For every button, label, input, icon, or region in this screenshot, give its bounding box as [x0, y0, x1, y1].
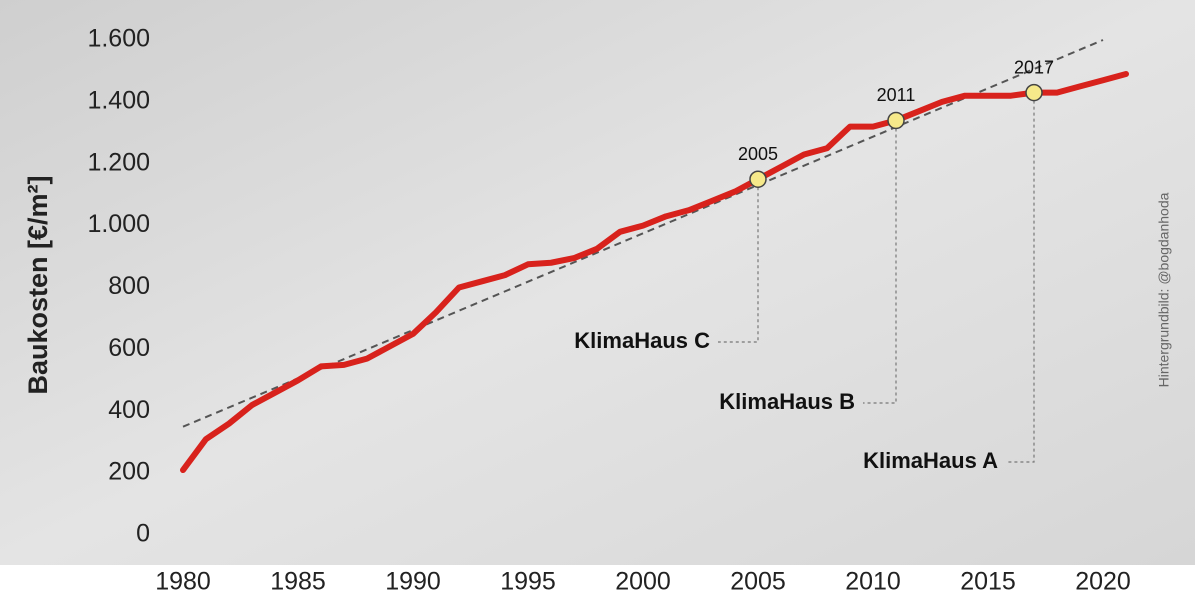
x-tick-label: 1980	[155, 568, 211, 596]
y-tick-label: 400	[108, 396, 150, 424]
y-tick-label: 1.400	[87, 86, 150, 114]
marker-year: 2017	[1014, 57, 1054, 77]
photo-backdrop	[0, 0, 1195, 565]
annotation-label: KlimaHaus A	[863, 448, 998, 473]
page: Baukosten [€/m²] Hintergrundbild: @bogda…	[0, 0, 1195, 609]
annotation-label: KlimaHaus B	[719, 389, 855, 414]
year-marker	[750, 171, 766, 187]
x-tick-label: 2000	[615, 568, 671, 596]
y-tick-label: 1.200	[87, 148, 150, 176]
year-marker	[888, 112, 904, 128]
y-tick-label: 1.600	[87, 25, 150, 53]
x-tick-label: 1985	[270, 568, 326, 596]
y-tick-label: 800	[108, 272, 150, 300]
chart: Baukosten [€/m²] Hintergrundbild: @bogda…	[0, 0, 1195, 604]
x-tick-label: 2020	[1075, 568, 1131, 596]
y-tick-label: 1.000	[87, 210, 150, 238]
x-tick-label: 2010	[845, 568, 901, 596]
marker-year: 2005	[738, 144, 778, 164]
annotation-label: KlimaHaus C	[574, 328, 710, 353]
x-tick-label: 2005	[730, 568, 786, 596]
x-tick-label: 2015	[960, 568, 1016, 596]
y-axis-label: Baukosten [€/m²]	[23, 175, 53, 394]
year-marker	[1026, 85, 1042, 101]
x-tick-label: 1995	[500, 568, 556, 596]
y-tick-label: 0	[136, 520, 150, 548]
marker-year: 2011	[877, 85, 916, 105]
y-tick-label: 200	[108, 458, 150, 486]
credit: Hintergrundbild: @bogdanhoda	[1156, 192, 1172, 387]
x-tick-label: 1990	[385, 568, 441, 596]
y-tick-label: 600	[108, 334, 150, 362]
